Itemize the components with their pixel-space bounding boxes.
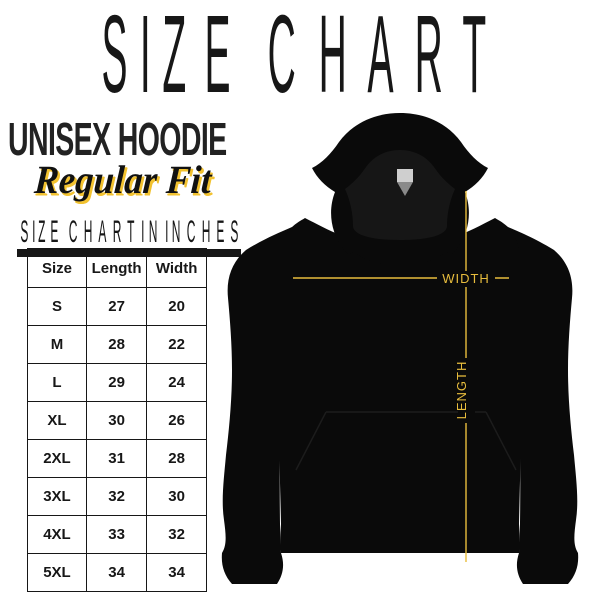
svg-text:LENGTH: LENGTH [454,361,469,420]
svg-text:WIDTH: WIDTH [442,271,490,286]
